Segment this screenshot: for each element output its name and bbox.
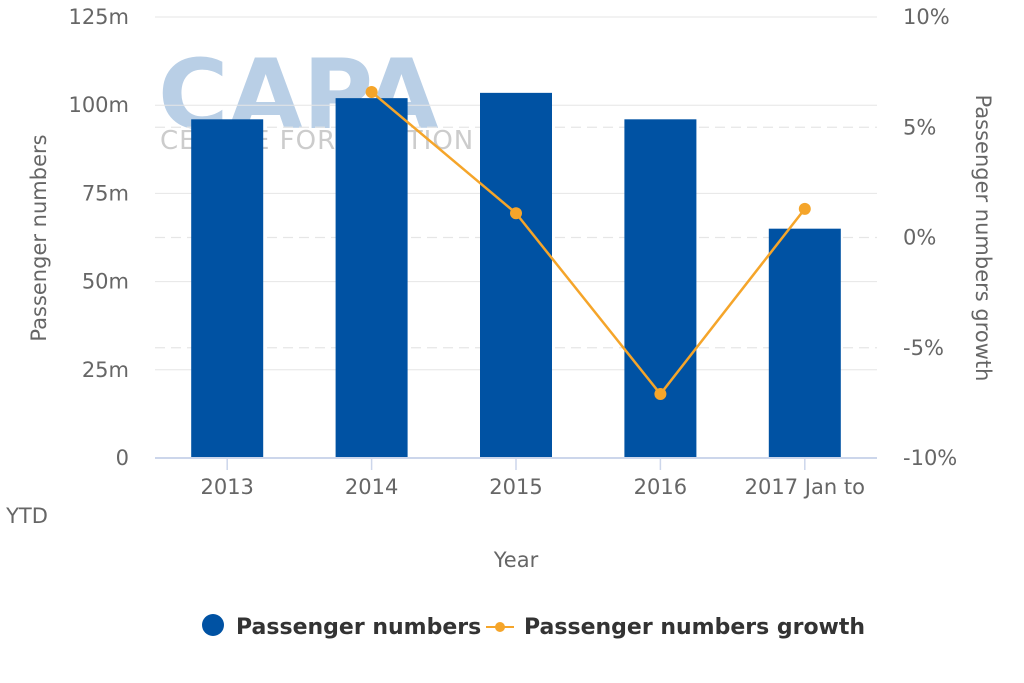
line-point <box>654 388 667 401</box>
y-tick-label: 125m <box>68 5 129 29</box>
y-tick-label: 100m <box>68 93 129 117</box>
bar-series <box>191 92 841 459</box>
y-tick-label: 50m <box>82 270 129 294</box>
y-tick-label: 0 <box>116 446 129 470</box>
bar <box>768 228 841 458</box>
bar <box>480 92 552 459</box>
y2-tick-label: 5% <box>903 115 936 139</box>
line-point <box>798 202 811 215</box>
growth-line <box>370 91 806 396</box>
y2-tick-label: 10% <box>903 5 950 29</box>
x-axis-title: Year <box>493 548 539 572</box>
legend-item-passenger-numbers-growth[interactable]: Passenger numbers growth <box>486 615 865 640</box>
line-series <box>365 85 811 401</box>
x-axis-tick-labels: 2013 2014 2015 2016 2017 Jan to YTD <box>5 475 865 528</box>
y2-axis-tick-labels: -10% -5% 0% 5% 10% <box>903 5 957 470</box>
x-axis-ticks <box>226 458 806 470</box>
x-tick-label-line: YTD <box>5 504 48 528</box>
y2-tick-label: -10% <box>903 446 957 470</box>
y-tick-label: 75m <box>82 181 129 205</box>
y-axis-tick-labels: 0 25m 50m 75m 100m 125m <box>68 5 129 470</box>
bar <box>191 119 264 458</box>
x-tick-label: 2013 <box>200 475 253 499</box>
line-point <box>510 207 522 220</box>
legend-item-passenger-numbers[interactable]: Passenger numbers <box>202 614 481 640</box>
y-tick-label: 25m <box>82 358 129 382</box>
y2-tick-label: -5% <box>903 336 944 360</box>
x-tick-label: 2016 <box>634 475 687 499</box>
bar <box>624 119 697 458</box>
y-axis-title: Passenger numbers <box>27 134 51 341</box>
legend: Passenger numbers Passenger numbers grow… <box>202 614 865 640</box>
line-point <box>365 85 378 98</box>
bar <box>335 98 408 459</box>
legend-line-dot <box>495 622 505 632</box>
legend-label-passenger-numbers-growth: Passenger numbers growth <box>524 615 865 640</box>
x-tick-label: 2017 Jan to YTD <box>5 475 865 528</box>
x-tick-label-line: 2017 Jan to <box>745 475 865 499</box>
legend-label-passenger-numbers: Passenger numbers <box>236 615 481 640</box>
legend-bar-marker <box>202 614 224 636</box>
x-tick-label: 2014 <box>345 475 398 499</box>
y2-axis-title: Passenger numbers growth <box>971 95 995 382</box>
y2-tick-label: 0% <box>903 226 936 250</box>
x-tick-label: 2015 <box>489 475 542 499</box>
